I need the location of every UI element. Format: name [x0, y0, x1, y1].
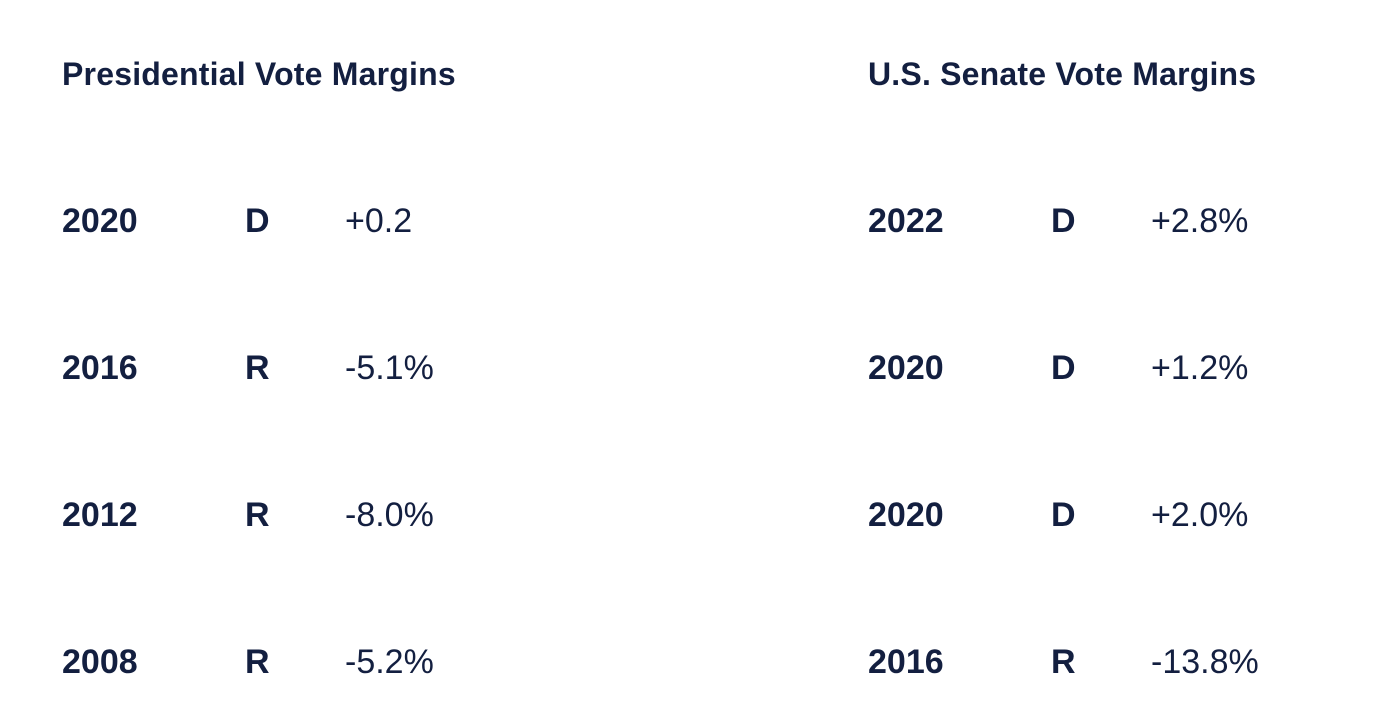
- panel-title-presidential: Presidential Vote Margins: [62, 55, 456, 92]
- year-cell: 2016: [62, 348, 138, 387]
- table-row: 2012 R -8.0%: [62, 493, 868, 537]
- margin-cell: +0.2: [345, 201, 413, 240]
- year-cell: 2022: [868, 201, 944, 240]
- vote-margins-infographic: Presidential Vote Margins 2020 D +0.2 20…: [62, 24, 1396, 684]
- margin-cell: -8.0%: [345, 495, 434, 534]
- panel-title-senate: U.S. Senate Vote Margins: [868, 55, 1257, 92]
- table-row: 2020 D +0.2: [62, 199, 868, 243]
- party-cell: D: [1051, 201, 1076, 240]
- table-row: 2022 D +2.8%: [868, 199, 1396, 243]
- table-row: 2020 D +2.0%: [868, 493, 1396, 537]
- party-cell: R: [245, 348, 270, 387]
- presidential-rows: 2020 D +0.2 2016 R -5.1% 2012 R -8.0% 20…: [62, 199, 868, 684]
- margin-cell: -13.8%: [1151, 642, 1259, 681]
- senate-rows: 2022 D +2.8% 2020 D +1.2% 2020 D +2.0% 2…: [868, 199, 1396, 684]
- year-cell: 2020: [868, 348, 944, 387]
- party-cell: D: [1051, 495, 1076, 534]
- table-row: 2016 R -5.1%: [62, 346, 868, 390]
- year-cell: 2020: [868, 495, 944, 534]
- margin-cell: +2.0%: [1151, 495, 1249, 534]
- party-cell: R: [1051, 642, 1076, 681]
- presidential-margins-panel: Presidential Vote Margins 2020 D +0.2 20…: [62, 24, 868, 684]
- year-cell: 2016: [868, 642, 944, 681]
- table-row: 2016 R -13.8%: [868, 640, 1396, 684]
- margin-cell: -5.2%: [345, 642, 434, 681]
- party-cell: R: [245, 495, 270, 534]
- table-row: 2020 D +1.2%: [868, 346, 1396, 390]
- year-cell: 2020: [62, 201, 138, 240]
- party-cell: D: [245, 201, 270, 240]
- senate-margins-panel: U.S. Senate Vote Margins 2022 D +2.8% 20…: [868, 24, 1396, 684]
- year-cell: 2008: [62, 642, 138, 681]
- party-cell: R: [245, 642, 270, 681]
- party-cell: D: [1051, 348, 1076, 387]
- year-cell: 2012: [62, 495, 138, 534]
- margin-cell: -5.1%: [345, 348, 434, 387]
- margin-cell: +1.2%: [1151, 348, 1249, 387]
- table-row: 2008 R -5.2%: [62, 640, 868, 684]
- margin-cell: +2.8%: [1151, 201, 1249, 240]
